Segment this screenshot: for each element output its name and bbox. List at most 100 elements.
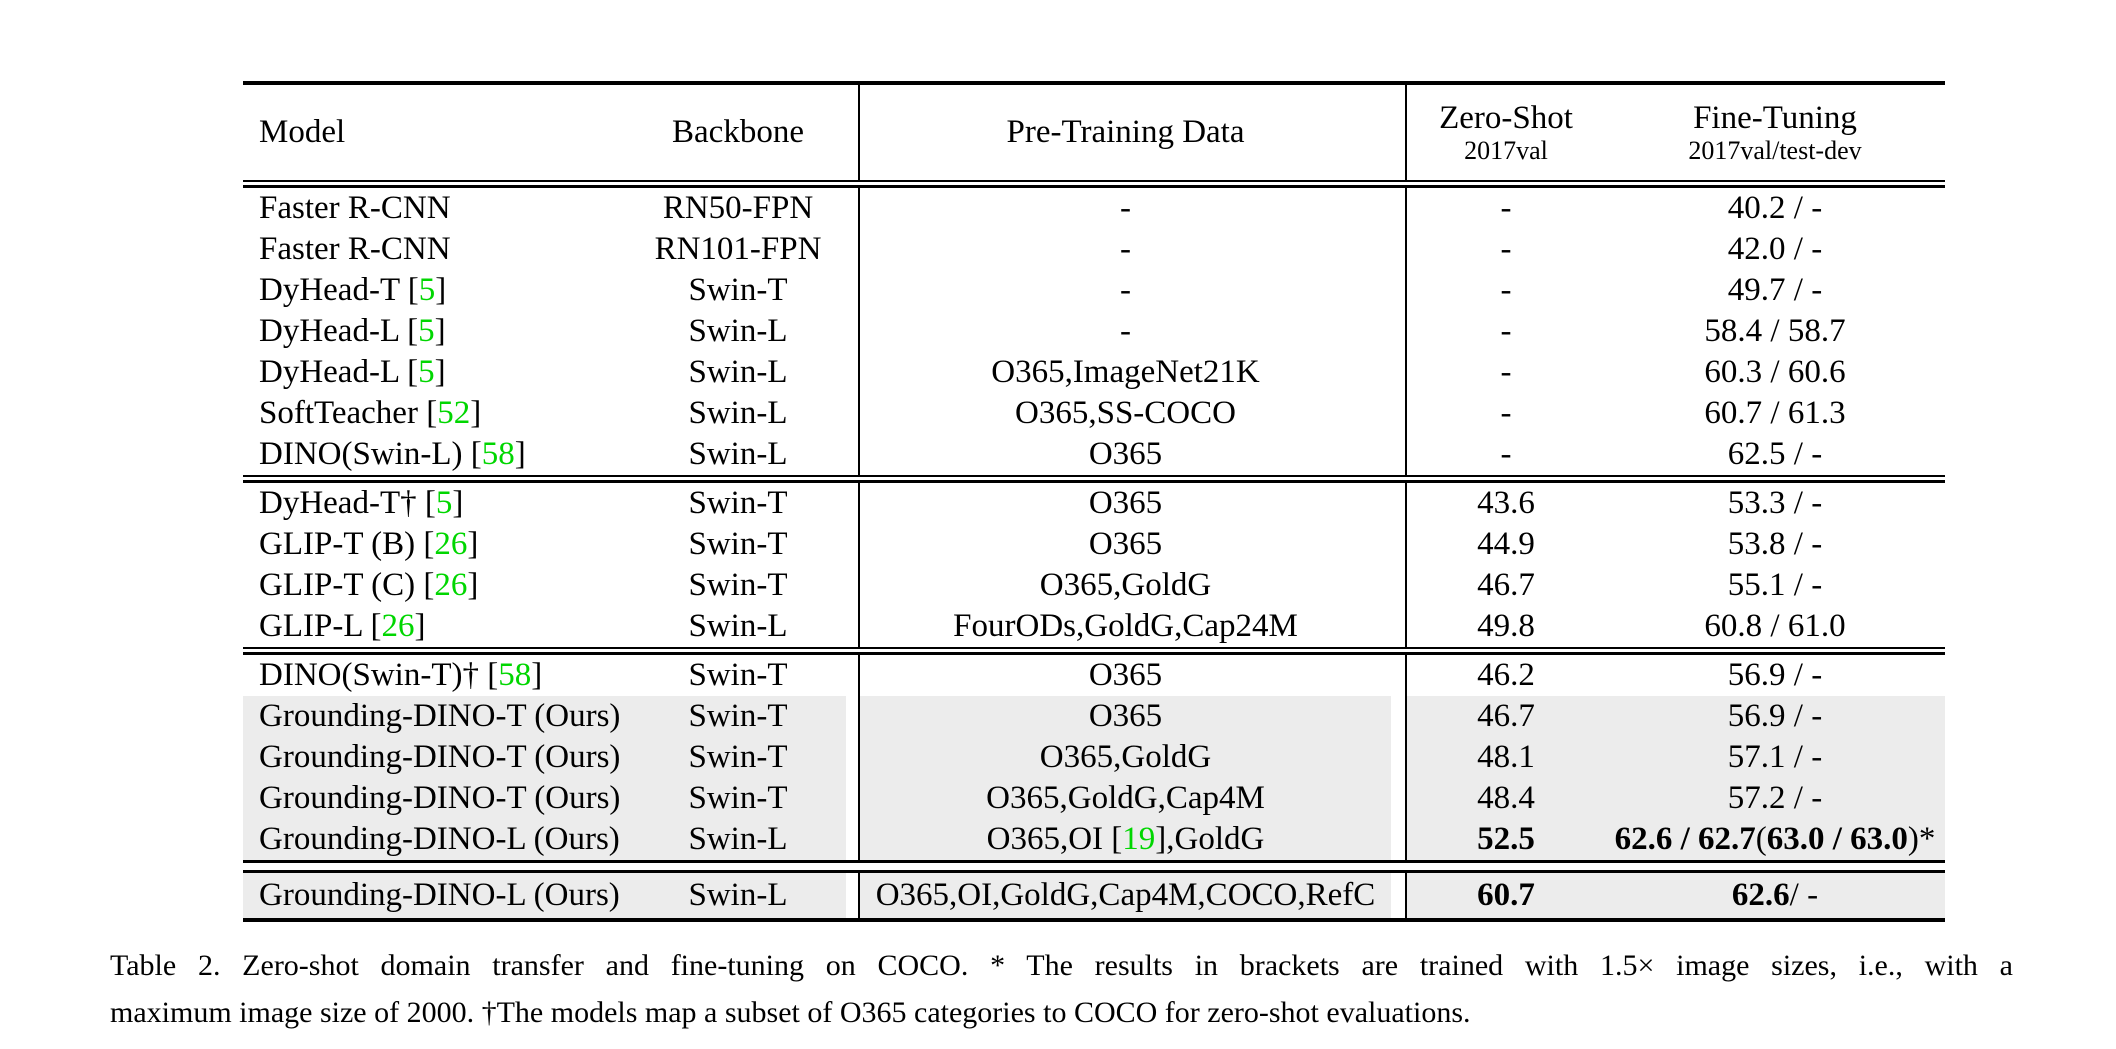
backbone-cell: Swin-L [630, 352, 858, 393]
backbone-cell: Swin-T [630, 483, 858, 524]
pretrain-data-cell: - [858, 311, 1405, 352]
table-row: Grounding-DINO-T (Ours) Swin-T O365 46.7 56.… [243, 696, 1945, 737]
zero-shot-value-cell: - [1405, 270, 1605, 311]
text-segment: Swin-T [688, 739, 788, 775]
zero-shot-value-cell: - [1405, 229, 1605, 270]
text-segment: Swin-L [688, 354, 788, 390]
citation-link[interactable]: 19 [1122, 821, 1156, 857]
text-segment: 62.6 [1731, 877, 1790, 913]
pretrain-data-cell: O365,SS-COCO [858, 393, 1405, 434]
text-segment: - [1120, 313, 1131, 349]
text-segment: Swin-L [688, 313, 788, 349]
text-segment: ] [414, 608, 426, 644]
pretrain-data-cell: O365,ImageNet21K [858, 352, 1405, 393]
pretrain-data-cell: O365 [858, 524, 1405, 565]
text-segment: 49.7 / - [1727, 272, 1823, 308]
text-segment: RN101-FPN [654, 231, 822, 267]
text-segment: Swin-T [688, 698, 788, 734]
text-segment: Swin-T [688, 780, 788, 816]
column-header-pretrain: Pre-Training Data [858, 85, 1405, 180]
model-cell: DyHead-T [5] [243, 270, 630, 311]
zero-shot-value-cell: 46.7 [1405, 696, 1605, 737]
text-segment: O365,GoldG,Cap4M [986, 780, 1265, 816]
table-header-row: Model Backbone Pre-Training Data Zero-Sh… [243, 85, 1945, 180]
column-header-model-label: Model [259, 114, 346, 151]
text-segment: Grounding-DINO-T (Ours) [259, 739, 621, 775]
citation-link[interactable]: 5 [418, 272, 436, 308]
pretrain-data-cell: O365,OI,GoldG,Cap4M,COCO,RefC [858, 873, 1405, 918]
backbone-cell: RN50-FPN [630, 188, 858, 229]
text-segment: DINO(Swin-L) [ [259, 436, 482, 472]
citation-link[interactable]: 58 [481, 436, 515, 472]
text-segment: GLIP-L [ [259, 608, 382, 644]
table-top-rule [243, 81, 1945, 85]
pretrain-data-cell: O365,OI [19],GoldG [858, 819, 1405, 860]
citation-link[interactable]: 5 [418, 354, 435, 390]
pretrain-data-cell: O365,GoldG,Cap4M [858, 778, 1405, 819]
fine-tuning-value-cell: 62.5 / - [1605, 434, 1945, 475]
model-cell: DyHead-L [5] [243, 311, 630, 352]
text-segment: O365,SS-COCO [1015, 395, 1236, 431]
zero-shot-value-cell: 46.7 [1405, 565, 1605, 606]
fine-tuning-value-cell: 56.9 / - [1605, 655, 1945, 696]
fine-tuning-value-cell: 60.3 / 60.6 [1605, 352, 1945, 393]
model-cell: GLIP-T (C) [26] [243, 565, 630, 606]
citation-link[interactable]: 5 [435, 485, 453, 521]
table-row: DyHead-T [5] Swin-T - - 49.7 / - [243, 270, 1945, 311]
zero-shot-value-cell: - [1405, 393, 1605, 434]
citation-link[interactable]: 5 [418, 313, 435, 349]
table-row: Grounding-DINO-L (Ours) Swin-L O365,OI,Gol… [243, 873, 1945, 918]
text-segment: 40.2 / - [1727, 190, 1823, 226]
text-segment: Grounding-DINO-T (Ours) [259, 698, 621, 734]
text-segment: Faster R-CNN [259, 190, 451, 226]
text-segment: 62.5 / - [1727, 436, 1823, 472]
text-segment: O365,OI,GoldG,Cap4M,COCO,RefC [875, 877, 1376, 913]
text-segment: ] [435, 272, 447, 308]
zero-shot-value-cell: - [1405, 188, 1605, 229]
text-segment: DyHead-T† [ [259, 485, 436, 521]
text-segment: 48.4 [1477, 780, 1535, 816]
text-segment: 56.9 / - [1727, 698, 1823, 734]
citation-link[interactable]: 26 [434, 567, 468, 603]
table-block-1: Faster R-CNN RN50-FPN - -40.2 / - Faster R-C… [243, 188, 1945, 475]
citation-link[interactable]: 26 [434, 526, 468, 562]
citation-link[interactable]: 58 [498, 657, 532, 693]
text-segment: ] [467, 526, 479, 562]
text-segment: ( [1755, 821, 1767, 857]
text-segment: O365 [1088, 526, 1163, 562]
text-segment: O365,GoldG [1039, 567, 1212, 603]
citation-link[interactable]: 26 [381, 608, 415, 644]
table-row: Faster R-CNN RN50-FPN - - 40.2 / - [243, 188, 1945, 229]
table-row: Grounding-DINO-T (Ours) Swin-T O365,GoldG,… [243, 778, 1945, 819]
fine-tuning-value-cell: 58.4 / 58.7 [1605, 311, 1945, 352]
text-segment: ] [434, 354, 446, 390]
text-segment: 62.6 / 62.7 [1614, 821, 1756, 857]
backbone-cell: Swin-L [630, 434, 858, 475]
pretrain-data-cell: - [858, 270, 1405, 311]
text-segment: 44.9 [1477, 526, 1535, 562]
model-cell: Grounding-DINO-T (Ours) [243, 696, 630, 737]
table-row: GLIP-L [26] Swin-L FourODs,GoldG,Cap24M 49.… [243, 606, 1945, 647]
model-cell: DINO(Swin-T)† [58] [243, 655, 630, 696]
text-segment: O365 [1088, 485, 1163, 521]
text-segment: Swin-T [688, 485, 788, 521]
model-cell: DyHead-L [5] [243, 352, 630, 393]
text-segment: 58.4 / 58.7 [1704, 313, 1846, 349]
text-segment: - [1500, 354, 1512, 390]
backbone-cell: Swin-L [630, 606, 858, 647]
results-table: Model Backbone Pre-Training Data Zero-Sh… [243, 81, 1945, 922]
fine-tuning-value-cell: 60.8 / 61.0 [1605, 606, 1945, 647]
text-segment: O365,OI [ [986, 821, 1123, 857]
text-segment: DINO(Swin-T)† [ [259, 657, 499, 693]
text-segment: Swin-T [688, 657, 788, 693]
text-segment: 60.3 / 60.6 [1704, 354, 1846, 390]
model-cell: DyHead-T† [5] [243, 483, 630, 524]
citation-link[interactable]: 52 [437, 395, 471, 431]
text-segment: FourODs,GoldG,Cap24M [953, 608, 1298, 644]
zero-shot-value-cell: 44.9 [1405, 524, 1605, 565]
zero-shot-value-cell: 48.4 [1405, 778, 1605, 819]
table-row: GLIP-T (B) [26] Swin-T O365 44.9 53.8 / - [243, 524, 1945, 565]
text-segment: 42.0 / - [1727, 231, 1823, 267]
table-block-3: DINO(Swin-T)† [58] Swin-T O365 46.2 56.9 / -… [243, 655, 1945, 860]
column-header-model: Model [243, 85, 630, 180]
